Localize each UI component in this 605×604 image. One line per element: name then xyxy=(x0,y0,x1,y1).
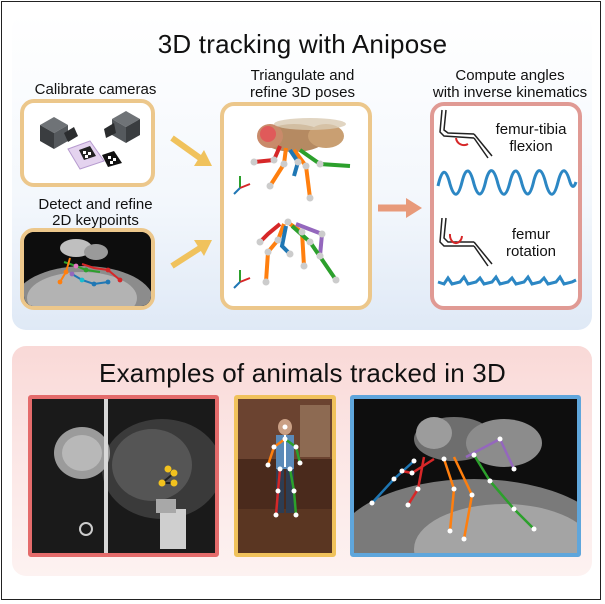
axes-icon xyxy=(233,176,251,195)
rotation-trace xyxy=(437,274,577,286)
angles-box xyxy=(430,102,582,310)
calibrate-box xyxy=(20,99,155,187)
triangulate-label-2: refine 3D poses xyxy=(249,84,356,101)
flexion-trace xyxy=(436,169,578,196)
mouse-photo xyxy=(28,395,219,557)
triangulate-label-1: Triangulate and xyxy=(250,67,355,84)
checkerboard-icon xyxy=(67,140,122,170)
leg-icon xyxy=(439,217,493,267)
examples-title: Examples of animals tracked in 3D xyxy=(99,358,506,388)
fly-photo xyxy=(350,395,581,557)
femur-tibia-label-2: flexion xyxy=(509,138,553,155)
detect-label-1: Detect and refine xyxy=(38,196,153,213)
detect-label-2: 2D keypoints xyxy=(52,212,139,229)
axes-icon xyxy=(233,270,251,289)
keypoints-box xyxy=(20,228,155,310)
angles-label-2: with inverse kinematics xyxy=(432,84,588,101)
fly-icon xyxy=(257,118,346,152)
arrow-icon xyxy=(170,240,212,269)
triangulate-box xyxy=(220,102,372,310)
angles-label-1: Compute angles xyxy=(455,67,565,84)
arrow-icon xyxy=(378,198,422,218)
camera-icon xyxy=(40,117,78,149)
leg-icon xyxy=(439,109,493,159)
arrow-icon xyxy=(170,135,212,166)
femur-rotation-label-2: rotation xyxy=(505,243,557,260)
human-photo xyxy=(234,395,336,557)
femur-rotation-label-1: femur xyxy=(511,226,551,243)
femur-tibia-label-1: femur-tibia xyxy=(495,121,567,138)
pipeline-title: 3D tracking with Anipose xyxy=(157,29,448,59)
calibrate-label: Calibrate cameras xyxy=(34,81,157,98)
camera-icon xyxy=(104,111,140,143)
